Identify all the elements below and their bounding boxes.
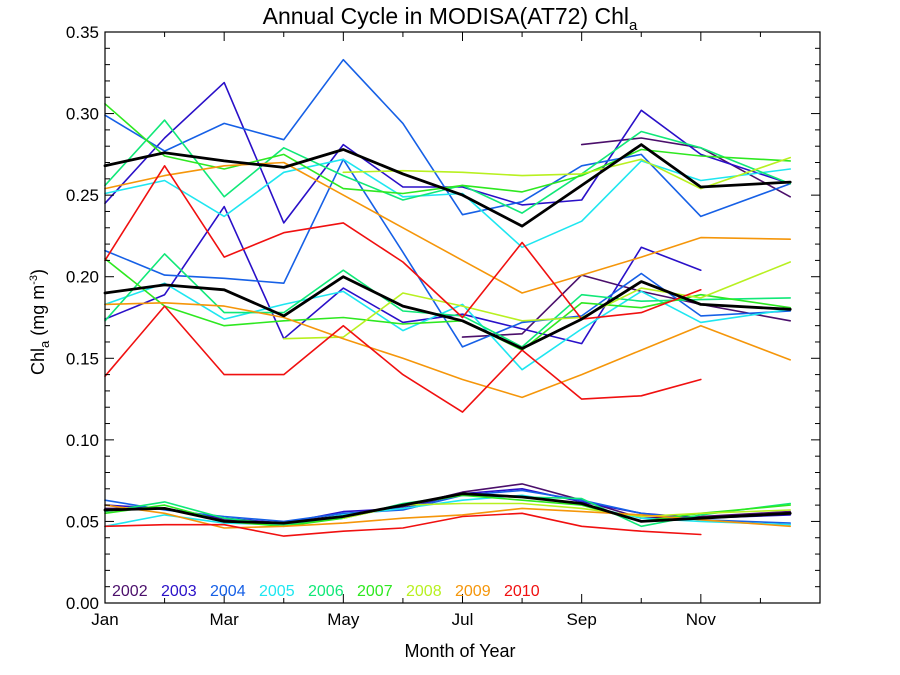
x-tick-label: Mar: [210, 610, 240, 629]
y-tick-label: 0.00: [66, 594, 99, 613]
line-series-2002-group-1: [580, 137, 792, 198]
line-series-2004-group-1: [104, 58, 792, 218]
line-series-2009-group-2: [104, 301, 792, 399]
data-lines: [103, 58, 792, 537]
line-series-2008-group-1: [342, 156, 792, 190]
line-series-2008-group-2: [282, 261, 792, 340]
y-tick-label: 0.10: [66, 431, 99, 450]
line-series-2003-group-2: [104, 205, 702, 345]
line-series-2005-group-2: [104, 282, 792, 371]
legend-entry-2008: 2008: [406, 583, 442, 600]
line-series-2006-group-1: [104, 119, 792, 214]
line-series-2010-group-1: [104, 165, 702, 320]
legend-entry-2009: 2009: [455, 583, 491, 600]
line-series-2007-group-3: [104, 494, 792, 528]
y-tick-label: 0.20: [66, 268, 99, 287]
line-series-2005-group-3: [104, 494, 792, 528]
line-series-2006-group-3: [104, 494, 792, 528]
line-series-group-1: [103, 143, 792, 228]
y-tick-label: 0.05: [66, 512, 99, 531]
x-tick-label: Jan: [91, 610, 118, 629]
x-tick-label: May: [327, 610, 360, 629]
legend: 2002 2003 2004 2005 2006 2007 2008 2009 2010: [112, 583, 540, 600]
line-series-2003-group-1: [104, 81, 792, 224]
x-tick-label: Sep: [567, 610, 597, 629]
line-series-group-3: [103, 492, 792, 525]
y-axis-title: Chla (mg m-3): [28, 269, 52, 375]
axis-ticks: [104, 31, 821, 604]
legend-entry-2005: 2005: [259, 583, 295, 600]
line-series-2010-group-2: [104, 305, 702, 413]
x-tick-label: Nov: [686, 610, 717, 629]
x-axis-title: Month of Year: [404, 641, 515, 661]
legend-entry-2006: 2006: [308, 583, 344, 600]
y-tick-label: 0.25: [66, 186, 99, 205]
legend-entry-2002: 2002: [112, 583, 148, 600]
line-series-2009-group-3: [104, 504, 792, 529]
chart-title: Annual Cycle in MODISA(AT72) Chla: [263, 3, 638, 34]
legend-entry-2007: 2007: [357, 583, 393, 600]
legend-entry-2010: 2010: [504, 583, 540, 600]
legend-entry-2003: 2003: [161, 583, 197, 600]
y-tick-label: 0.30: [66, 105, 99, 124]
line-series-2008-group-3: [342, 502, 792, 520]
y-tick-label: 0.15: [66, 349, 99, 368]
line-series-2007-group-1: [104, 103, 792, 195]
y-tick-label: 0.35: [66, 23, 99, 42]
legend-entry-2004: 2004: [210, 583, 246, 600]
line-series-2007-group-2: [104, 257, 792, 351]
line-series-2009-group-1: [104, 161, 792, 294]
line-series-group-2: [103, 275, 792, 350]
x-tick-label: Jul: [452, 610, 474, 629]
line-series-2002-group-2: [461, 274, 792, 338]
axis-tick-labels: Jan Mar May Jul Sep Nov 0.00 0.05 0.10 0.15 0.20 0.…: [66, 23, 717, 629]
line-series-2010-group-3: [104, 512, 702, 537]
